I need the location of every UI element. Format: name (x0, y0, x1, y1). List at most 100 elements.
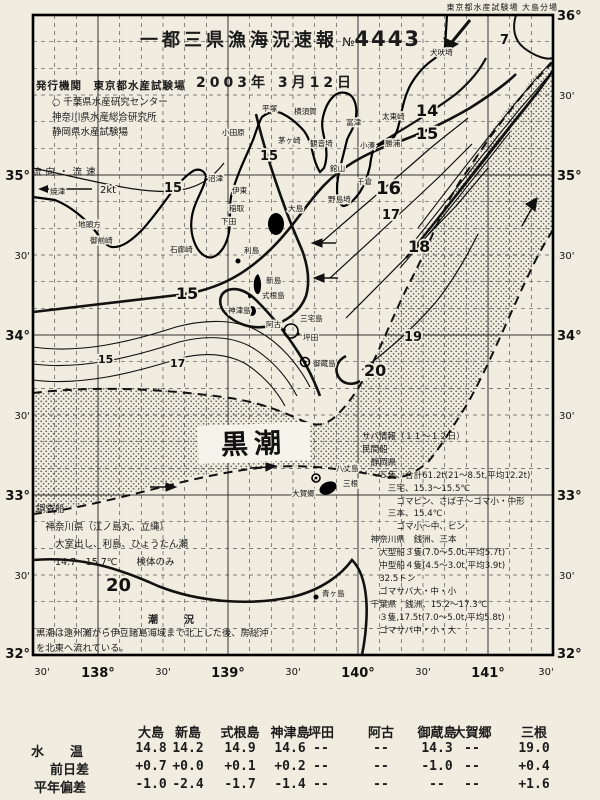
table-value-cell: +1.6 (518, 777, 550, 792)
axis-label-lon: 30' (34, 667, 49, 678)
axis-label-lon: 139° (211, 666, 245, 681)
table-value-cell: -- (373, 777, 389, 792)
table-row-label: 水 温 (31, 745, 84, 760)
table-value-cell: +0.4 (518, 759, 550, 774)
place-label: 青ヶ島 (322, 588, 345, 598)
isotherm-value-label: 16 (376, 178, 401, 199)
mackerel-info-line: 民間船 (362, 444, 388, 455)
axis-label-lat: 30' (15, 251, 30, 262)
place-label: 沼津 (208, 174, 224, 183)
axis-label-lat: 30' (15, 411, 30, 422)
table-value-cell: 14.2 (172, 741, 204, 756)
place-label: 犬吠埼 (430, 47, 453, 57)
place-label: 太東崎 (382, 111, 405, 121)
isotherm-value-label: 7 (500, 33, 509, 48)
mackerel-info-line: サバ情報（１１～１２日） (362, 432, 465, 442)
table-col-header: 大賀郷 (452, 726, 492, 741)
mackerel-info-line: 三本、15.4℃ (362, 509, 443, 520)
map-frame (31, 13, 555, 657)
place-label: 三根 (343, 478, 359, 488)
place-label: 横須賀 (294, 106, 317, 116)
kuroshio-band (33, 62, 553, 514)
axis-label-lon: 141° (471, 666, 505, 681)
co-issuer-line: 静岡県水産試験場 (52, 127, 129, 138)
mackerel-info-line: 静岡県 (362, 457, 397, 468)
co-issuer-line: 神奈川県水産総合研究所 (52, 112, 157, 123)
place-label: 観音埼 (310, 138, 333, 148)
isotherm-value-label: 15 (416, 124, 438, 143)
table-value-cell: -- (313, 759, 329, 774)
table-row-label: 平年偏差 (34, 781, 87, 796)
place-label: 阿古 (266, 319, 282, 329)
table-value-cell: 14.9 (224, 741, 256, 756)
survey-info-line: 大室出し、利島、ひょうたん瀬 (36, 539, 189, 550)
axis-label-lon: 138° (81, 666, 115, 681)
place-label: 館山 (330, 163, 345, 173)
axis-label-lat: 35° (557, 169, 582, 184)
survey-info-line: 調査船 (36, 504, 65, 515)
place-label: 下田 (221, 217, 236, 226)
isotherm-value-label: 19 (404, 330, 422, 345)
table-col-header: 坪田 (307, 726, 334, 741)
table-value-cell: -- (373, 741, 389, 756)
mackerel-info-line: 三宅、15.3～15.5℃ (362, 483, 471, 494)
isotherm-value-label: 17 (382, 208, 400, 223)
isotherm-value-label: 17 (170, 357, 185, 370)
coastline (32, 14, 449, 259)
kuroshio-label: 黒潮 (197, 422, 311, 464)
table-value-cell: -1.0 (135, 777, 167, 792)
tide-condition-line: 黒潮は遠州灘から伊豆諸島海域まで北上した後、房総沖 (36, 628, 269, 639)
axis-label-lon: 30' (538, 667, 553, 678)
tide-condition-text: 黒潮は遠州灘から伊豆諸島海域まで北上した後、房総沖 を北東へ流れている。 (36, 626, 268, 656)
table-value-cell: 14.3 (421, 741, 453, 756)
place-label: 大島 (288, 203, 304, 213)
axis-label-lat: 30' (559, 411, 574, 422)
place-label: 千倉 (357, 176, 373, 186)
isotherm-value-label: 18 (408, 237, 430, 256)
table-value-cell: +0.1 (224, 759, 256, 774)
table-value-cell: -- (464, 741, 480, 756)
axis-label-lon: 140° (341, 666, 375, 681)
table-value-cell: +0.7 (135, 759, 167, 774)
place-label: 式根島 (262, 290, 285, 300)
branch-office-note: 東京都水産試験場 大島分場 (446, 3, 558, 12)
mackerel-info-line: ゴマビン、さば子～ゴマ小・中形 (362, 496, 525, 507)
table-value-cell: -- (464, 759, 480, 774)
table-value-cell: 14.8 (135, 741, 167, 756)
co-issuer-list: ○ 千葉県水産研究センター 神奈川県水産総合研究所 静岡県水産試験場 (52, 95, 168, 140)
mackerel-info-line: 大型船３隻(7.0～5.0t,平均5.7t) (362, 548, 506, 559)
table-value-cell: -2.4 (172, 777, 204, 792)
current-arrows (150, 19, 538, 492)
place-label: 伊東 (232, 185, 248, 195)
table-col-header: 阿古 (367, 726, 394, 741)
axis-label-lat: 30' (559, 571, 574, 582)
no-value: 4443 (354, 27, 421, 51)
kuroshio-south-boundary (32, 229, 554, 515)
co-issuer-line: ○ 千葉県水産研究センター (52, 97, 168, 108)
table-value-cell: +0.2 (274, 759, 306, 774)
place-label: 平塚 (262, 104, 278, 113)
table-value-cell: 14.6 (274, 741, 306, 756)
survey-info-line: 14.7～15.7℃ 検体のみ (36, 556, 175, 568)
mackerel-info-line: 神奈川県 銭洲、三本 (362, 535, 457, 546)
table-col-header: 大島 (137, 726, 164, 741)
table-col-header: 式根島 (220, 726, 260, 741)
mackerel-info-line: ５隻、合計61.2t(21～8.5t,平均12.2t) (362, 470, 531, 481)
table-value-cell: -1.4 (274, 777, 306, 792)
isotherm-value-label: 15 (98, 353, 113, 366)
isotherm-value-label: 15 (260, 149, 278, 164)
place-label: 大賀郷 (292, 488, 315, 498)
table-col-header: 御蔵島 (417, 726, 457, 741)
place-label: 坪田 (303, 333, 318, 342)
flow-legend-label: 流向・流速 (32, 167, 100, 178)
table-value-cell: 19.0 (518, 741, 550, 756)
kuroshio-north-boundary (32, 61, 554, 426)
isotherm-value-label: 14 (416, 101, 438, 120)
place-label: 御蔵島 (313, 358, 336, 368)
table-value-cell: -- (373, 759, 389, 774)
place-label: 富津 (346, 117, 362, 127)
table-col-header: 神津島 (270, 726, 310, 741)
axis-label-lat: 30' (15, 571, 30, 582)
mackerel-info-line: ３隻,17.5t(7.0～5.0t,平均5.8t) (362, 612, 505, 623)
